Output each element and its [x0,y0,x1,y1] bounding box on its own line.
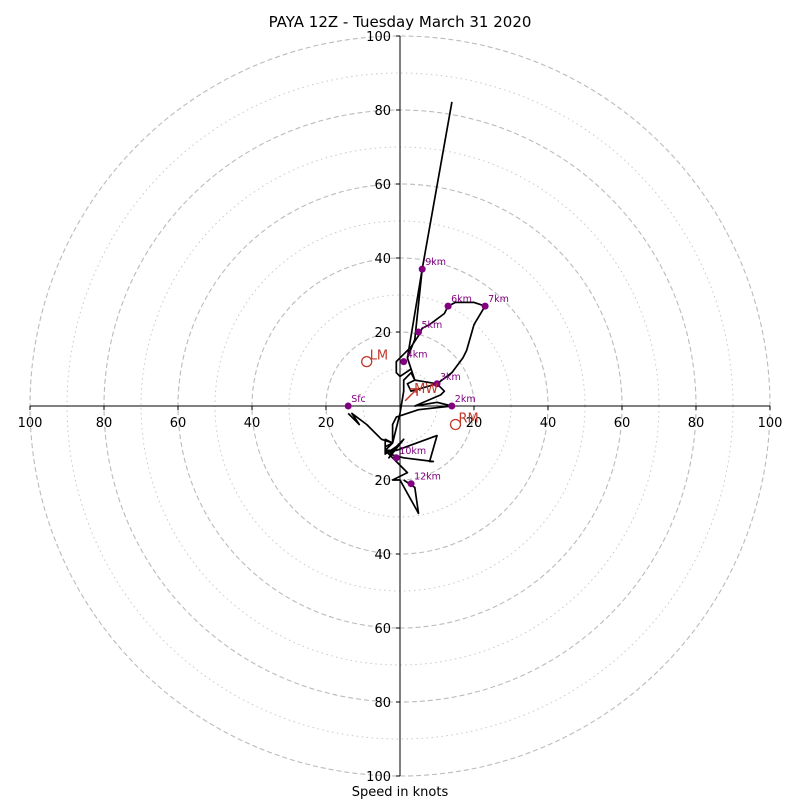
y-tick-label: 100 [366,770,391,785]
height-marker-point [433,380,441,388]
height-marker-label: 5km [422,320,443,331]
x-tick-label: 80 [96,416,113,431]
height-marker-point [400,358,408,366]
y-tick-label: 60 [374,178,391,193]
x-tick-label: 20 [466,416,483,431]
y-tick-label: 80 [374,104,391,119]
height-marker-point [481,302,489,310]
x-tick-label: 60 [170,416,187,431]
height-marker-point [344,402,352,410]
height-marker-point [407,480,415,488]
height-marker-label: 4km [407,350,428,361]
storm-motion-point [404,388,418,402]
x-tick-label: 100 [18,416,43,431]
storm-motion-label: RM [459,412,479,427]
y-tick-label: 20 [374,474,391,489]
y-tick-label: 40 [374,252,391,267]
y-tick-label: 40 [374,548,391,563]
height-marker-label: Sfc [351,394,366,405]
storm-motion-arrowhead [410,388,418,396]
height-marker-label: 12km [414,472,441,483]
tick-labels: 100 80 60 40 20 20 40 60 80 100 20 40 60 80 100 20 40 60 8… [18,30,783,785]
x-tick-label: 20 [318,416,335,431]
height-marker-point [418,265,426,273]
y-tick-label: 60 [374,622,391,637]
height-marker-point [448,402,456,410]
chart-title: PAYA 12Z - Tuesday March 31 2020 [269,13,532,31]
height-marker-point [444,302,452,310]
storm-motion-label: MW [414,382,438,397]
height-marker-label: 10km [399,446,426,457]
height-marker-label: 9km [425,257,446,268]
x-tick-label: 40 [540,416,557,431]
height-marker-label: 7km [488,294,509,305]
x-tick-label: 100 [758,416,783,431]
storm-motion-point [361,355,373,368]
y-tick-label: 80 [374,696,391,711]
x-tick-label: 60 [614,416,631,431]
axes [30,36,770,776]
height-marker-point [392,454,400,462]
height-marker-label: 2km [455,394,476,405]
y-tick-label: 100 [366,30,391,45]
storm-motion-point [449,418,462,431]
height-marker-point [415,328,422,336]
height-marker-label: 3km [440,372,461,383]
x-tick-label: 40 [244,416,261,431]
storm-motion-label: LM [370,349,388,364]
height-markers: Sfc 2km 3km 4km 5km 6km 7km 9km 10km 12km [344,257,509,488]
y-tick-label: 20 [374,326,391,341]
x-tick-label: 80 [688,416,705,431]
storm-motion-markers: LM RM MW [361,349,479,431]
height-marker-label: 6km [451,294,472,305]
x-axis-label: Speed in knots [352,785,449,800]
